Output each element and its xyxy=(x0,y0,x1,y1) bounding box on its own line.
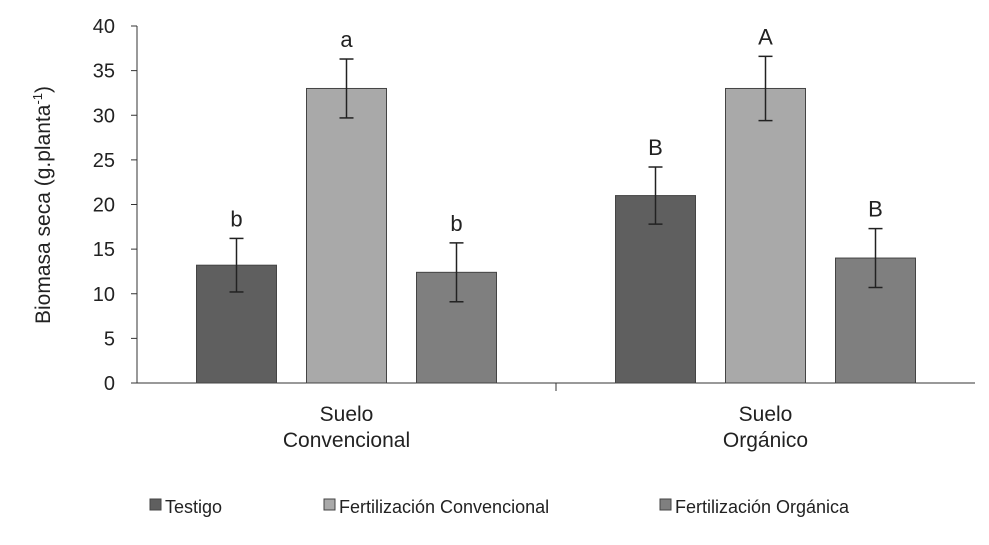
y-tick-label: 10 xyxy=(93,284,115,306)
legend-label: Testigo xyxy=(165,497,222,517)
y-tick-label: 25 xyxy=(93,150,115,172)
significance-label: a xyxy=(340,27,353,52)
y-tick-label: 35 xyxy=(93,61,115,83)
x-tick-label: Suelo Convencional xyxy=(282,403,411,452)
significance-label: B xyxy=(648,135,663,160)
bar xyxy=(615,195,696,384)
y-tick-label: 40 xyxy=(93,16,115,38)
bar xyxy=(725,87,806,384)
significance-label: b xyxy=(230,206,242,231)
significance-label: A xyxy=(758,24,773,49)
y-label-main: Biomasa seca (g.planta xyxy=(32,104,55,324)
legend-label: Fertilización Orgánica xyxy=(675,497,850,517)
legend-swatch xyxy=(149,498,162,511)
y-label-close: ) xyxy=(32,86,55,93)
legend-swatch xyxy=(323,498,336,511)
y-axis-label: Biomasa seca (g.planta-1) xyxy=(30,86,55,324)
y-tick-label: 15 xyxy=(93,239,115,261)
y-tick-label: 30 xyxy=(93,105,115,127)
y-tick-label: 5 xyxy=(104,328,115,350)
significance-label: B xyxy=(868,197,883,222)
y-label-superscript: -1 xyxy=(30,93,45,105)
y-tick-label: 20 xyxy=(93,195,115,217)
bar xyxy=(306,87,387,384)
x-tick-label: Suelo Orgánico xyxy=(722,403,809,452)
y-tick-label: 0 xyxy=(104,373,115,395)
legend-label: Fertilización Convencional xyxy=(339,497,549,517)
legend-swatch xyxy=(659,498,672,511)
significance-label: b xyxy=(450,211,462,236)
